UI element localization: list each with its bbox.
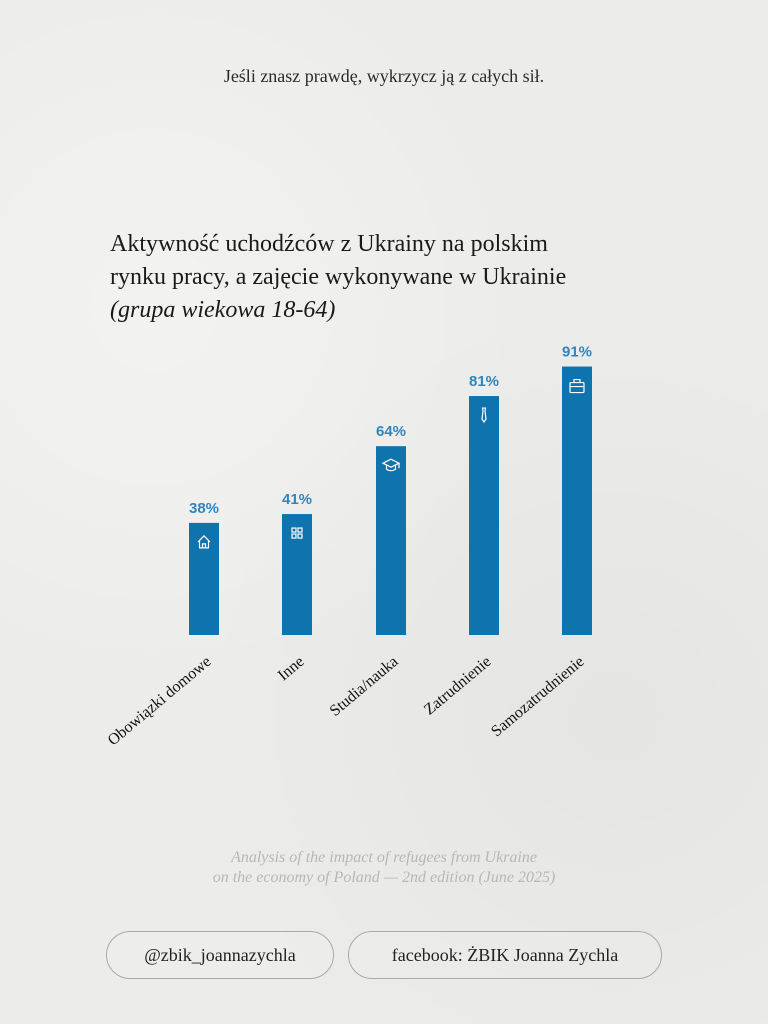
category-label-5: Samozatrudnienie — [488, 653, 587, 740]
source-line-1: Analysis of the impact of refugees from … — [231, 849, 537, 866]
instagram-handle-pill[interactable]: @zbik_joannazychla — [106, 931, 334, 979]
grid-icon — [291, 527, 303, 539]
chart-subtitle: (grupa wiekowa 18-64) — [110, 297, 336, 323]
chart-title-line-2: rynku pracy, a zajęcie wykonywane w Ukra… — [110, 264, 567, 290]
tie-icon — [481, 407, 487, 424]
source-note: Analysis of the impact of refugees from … — [0, 848, 768, 888]
house-icon — [197, 535, 211, 549]
briefcase-icon — [569, 378, 585, 394]
value-label-5: 91% — [562, 344, 592, 361]
category-label-3: Studia/nauka — [327, 653, 402, 720]
bar-5 — [562, 366, 592, 635]
bar-3 — [376, 446, 406, 635]
category-label-4: Zatrudnienie — [421, 653, 495, 719]
facebook-pill[interactable]: facebook: ŻBIK Joanna Zychla — [348, 931, 662, 979]
chart-title-line-1: Aktywność uchodźców z Ukrainy na polskim — [110, 231, 548, 257]
value-label-1: 38% — [189, 500, 219, 517]
graduation-cap-icon — [381, 458, 401, 472]
bar-2 — [282, 514, 312, 635]
bar-4 — [469, 396, 499, 635]
category-label-1: Obowiązki domowe — [105, 653, 215, 749]
bar-chart: 38% Obowiązki domowe 41% Inne 64% Studia/nauk… — [105, 344, 592, 750]
bar-1 — [189, 522, 219, 635]
category-label-2: Inne — [275, 653, 308, 684]
chart-title: Aktywność uchodźców z Ukrainy na polskim… — [110, 228, 710, 327]
value-label-2: 41% — [282, 491, 312, 508]
source-line-2: on the economy of Poland — 2nd edition (… — [212, 869, 556, 886]
value-label-4: 81% — [469, 373, 499, 390]
top-quote: Jeśli znasz prawdę, wykrzycz ją z całych… — [223, 66, 545, 86]
value-label-3: 64% — [376, 423, 406, 440]
